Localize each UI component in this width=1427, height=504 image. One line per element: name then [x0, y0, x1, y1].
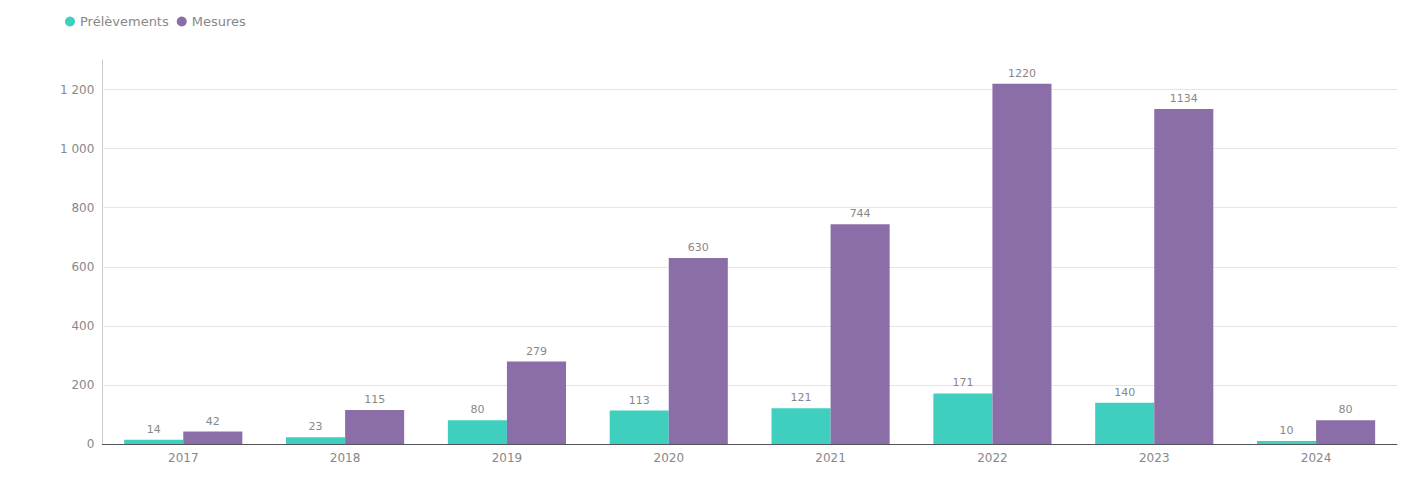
svg-text:279: 279 [526, 345, 547, 358]
svg-text:600: 600 [71, 260, 94, 274]
svg-text:10: 10 [1280, 424, 1294, 437]
svg-text:Mesures: Mesures [192, 14, 246, 29]
svg-text:200: 200 [71, 378, 94, 392]
svg-text:Prélèvements: Prélèvements [80, 14, 169, 29]
svg-text:2020: 2020 [653, 451, 684, 465]
svg-text:1 000: 1 000 [60, 142, 94, 156]
svg-text:1134: 1134 [1170, 92, 1198, 105]
svg-text:2023: 2023 [1139, 451, 1170, 465]
svg-text:2017: 2017 [168, 451, 199, 465]
svg-text:171: 171 [952, 376, 973, 389]
svg-text:0: 0 [87, 437, 95, 451]
svg-text:744: 744 [850, 207, 871, 220]
svg-text:80: 80 [470, 403, 484, 416]
svg-text:121: 121 [791, 391, 812, 404]
svg-text:2019: 2019 [492, 451, 523, 465]
svg-text:42: 42 [206, 415, 220, 428]
svg-text:2024: 2024 [1301, 451, 1332, 465]
svg-text:14: 14 [147, 423, 161, 436]
svg-text:80: 80 [1339, 403, 1353, 416]
svg-text:23: 23 [309, 420, 323, 433]
svg-text:113: 113 [629, 394, 650, 407]
svg-text:1 200: 1 200 [60, 83, 94, 97]
svg-text:115: 115 [364, 393, 385, 406]
svg-text:140: 140 [1114, 386, 1135, 399]
svg-text:2022: 2022 [977, 451, 1008, 465]
svg-text:1220: 1220 [1008, 67, 1036, 80]
svg-text:630: 630 [688, 241, 709, 254]
svg-text:2021: 2021 [815, 451, 846, 465]
svg-text:800: 800 [71, 201, 94, 215]
svg-text:400: 400 [71, 319, 94, 333]
svg-text:2018: 2018 [330, 451, 361, 465]
